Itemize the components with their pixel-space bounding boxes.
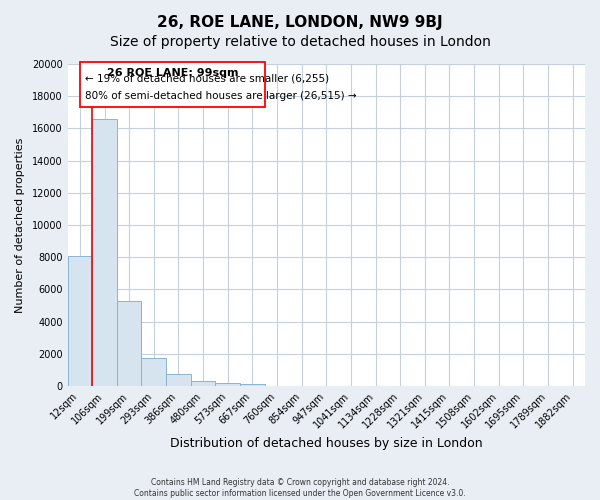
Bar <box>92 118 117 386</box>
Bar <box>117 300 142 386</box>
Bar <box>142 358 166 386</box>
Bar <box>166 374 191 386</box>
Y-axis label: Number of detached properties: Number of detached properties <box>15 138 25 312</box>
Bar <box>68 256 92 386</box>
Bar <box>191 381 215 386</box>
Bar <box>215 382 240 386</box>
Text: 26, ROE LANE, LONDON, NW9 9BJ: 26, ROE LANE, LONDON, NW9 9BJ <box>157 15 443 30</box>
X-axis label: Distribution of detached houses by size in London: Distribution of detached houses by size … <box>170 437 482 450</box>
Text: 26 ROE LANE: 99sqm: 26 ROE LANE: 99sqm <box>107 68 238 78</box>
Text: 80% of semi-detached houses are larger (26,515) →: 80% of semi-detached houses are larger (… <box>85 91 356 101</box>
Bar <box>240 384 265 386</box>
FancyBboxPatch shape <box>80 62 265 108</box>
Text: Contains HM Land Registry data © Crown copyright and database right 2024.
Contai: Contains HM Land Registry data © Crown c… <box>134 478 466 498</box>
Text: ← 19% of detached houses are smaller (6,255): ← 19% of detached houses are smaller (6,… <box>85 74 329 84</box>
Text: Size of property relative to detached houses in London: Size of property relative to detached ho… <box>110 35 490 49</box>
